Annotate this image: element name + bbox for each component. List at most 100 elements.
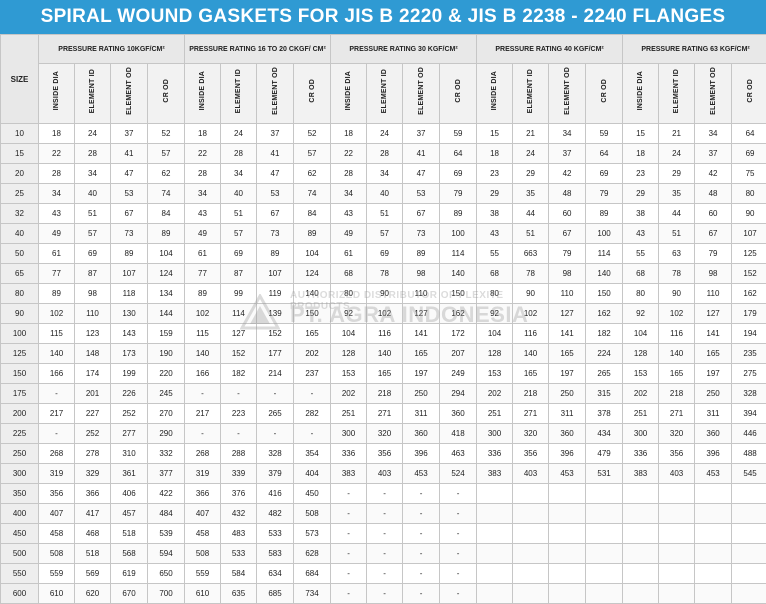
value-cell: 69 xyxy=(586,164,623,184)
value-cell: 34 xyxy=(221,164,257,184)
value-cell: 28 xyxy=(331,164,367,184)
value-cell: 376 xyxy=(221,484,257,504)
value-cell: 24 xyxy=(367,124,403,144)
column-header-label: INSIDE DIA xyxy=(199,71,206,110)
value-cell: 68 xyxy=(331,264,367,284)
value-cell xyxy=(732,484,766,504)
column-header-label: ELEMENT ID xyxy=(235,69,242,113)
value-cell: 90 xyxy=(513,284,549,304)
value-cell: 29 xyxy=(659,164,695,184)
value-cell: 127 xyxy=(549,304,586,324)
value-cell: 328 xyxy=(732,384,766,404)
value-cell xyxy=(695,544,732,564)
value-cell: 98 xyxy=(549,264,586,284)
value-cell: 89 xyxy=(294,224,331,244)
value-cell xyxy=(659,584,695,604)
value-cell: 268 xyxy=(185,444,221,464)
value-cell: 34 xyxy=(39,184,75,204)
value-cell: 518 xyxy=(75,544,111,564)
value-cell: 508 xyxy=(294,504,331,524)
column-header: CR OD xyxy=(586,64,623,124)
value-cell: 332 xyxy=(148,444,185,464)
value-cell: 320 xyxy=(659,424,695,444)
value-cell: - xyxy=(185,424,221,444)
value-cell: 237 xyxy=(294,364,331,384)
column-header: ELEMENT ID xyxy=(659,64,695,124)
value-cell: 315 xyxy=(586,384,623,404)
value-cell: - xyxy=(294,384,331,404)
value-cell: 150 xyxy=(294,304,331,324)
value-cell: 361 xyxy=(111,464,148,484)
value-cell: 153 xyxy=(331,364,367,384)
value-cell: 104 xyxy=(331,324,367,344)
value-cell: 43 xyxy=(623,224,659,244)
value-cell: 533 xyxy=(257,524,294,544)
value-cell xyxy=(513,524,549,544)
value-cell: 69 xyxy=(75,244,111,264)
value-cell: 77 xyxy=(39,264,75,284)
value-cell: 57 xyxy=(75,224,111,244)
value-cell: 102 xyxy=(659,304,695,324)
value-cell: 80 xyxy=(732,184,766,204)
value-cell: 634 xyxy=(257,564,294,584)
value-cell: 508 xyxy=(185,544,221,564)
value-cell: 18 xyxy=(477,144,513,164)
column-header: INSIDE DIA xyxy=(331,64,367,124)
value-cell: 245 xyxy=(148,384,185,404)
value-cell: 311 xyxy=(549,404,586,424)
value-cell: 251 xyxy=(623,404,659,424)
value-cell xyxy=(732,544,766,564)
column-header: INSIDE DIA xyxy=(477,64,513,124)
value-cell: 28 xyxy=(75,144,111,164)
size-cell: 15 xyxy=(1,144,39,164)
value-cell: - xyxy=(440,524,477,544)
value-cell: 40 xyxy=(367,184,403,204)
value-cell: 235 xyxy=(732,344,766,364)
value-cell: 162 xyxy=(440,304,477,324)
value-cell: 51 xyxy=(513,224,549,244)
column-header-label: ELEMENT OD xyxy=(418,67,425,115)
column-header-label: INSIDE DIA xyxy=(53,71,60,110)
value-cell: 383 xyxy=(623,464,659,484)
value-cell xyxy=(695,564,732,584)
value-cell: 159 xyxy=(148,324,185,344)
column-header: ELEMENT ID xyxy=(513,64,549,124)
value-cell: 78 xyxy=(367,264,403,284)
value-cell: 482 xyxy=(257,504,294,524)
size-cell: 150 xyxy=(1,364,39,384)
value-cell: 110 xyxy=(403,284,440,304)
value-cell: 100 xyxy=(586,224,623,244)
value-cell: 37 xyxy=(111,124,148,144)
value-cell: 162 xyxy=(732,284,766,304)
value-cell: 199 xyxy=(111,364,148,384)
value-cell: 107 xyxy=(257,264,294,284)
value-cell: 336 xyxy=(623,444,659,464)
column-header-label: ELEMENT OD xyxy=(564,67,571,115)
value-cell: 68 xyxy=(623,264,659,284)
value-cell: 610 xyxy=(185,584,221,604)
value-cell xyxy=(695,584,732,604)
value-cell: 319 xyxy=(39,464,75,484)
size-cell: 400 xyxy=(1,504,39,524)
column-header: ELEMENT OD xyxy=(403,64,440,124)
value-cell: 479 xyxy=(586,444,623,464)
value-cell xyxy=(477,524,513,544)
column-header: INSIDE DIA xyxy=(623,64,659,124)
value-cell: 90 xyxy=(659,284,695,304)
value-cell: 173 xyxy=(111,344,148,364)
value-cell: 573 xyxy=(294,524,331,544)
value-cell: 98 xyxy=(403,264,440,284)
value-cell: 90 xyxy=(367,284,403,304)
value-cell: 28 xyxy=(367,144,403,164)
value-cell: 356 xyxy=(659,444,695,464)
value-cell: 396 xyxy=(695,444,732,464)
value-cell: 34 xyxy=(331,184,367,204)
value-cell: 545 xyxy=(732,464,766,484)
value-cell: 47 xyxy=(111,164,148,184)
size-cell: 225 xyxy=(1,424,39,444)
value-cell: 127 xyxy=(695,304,732,324)
